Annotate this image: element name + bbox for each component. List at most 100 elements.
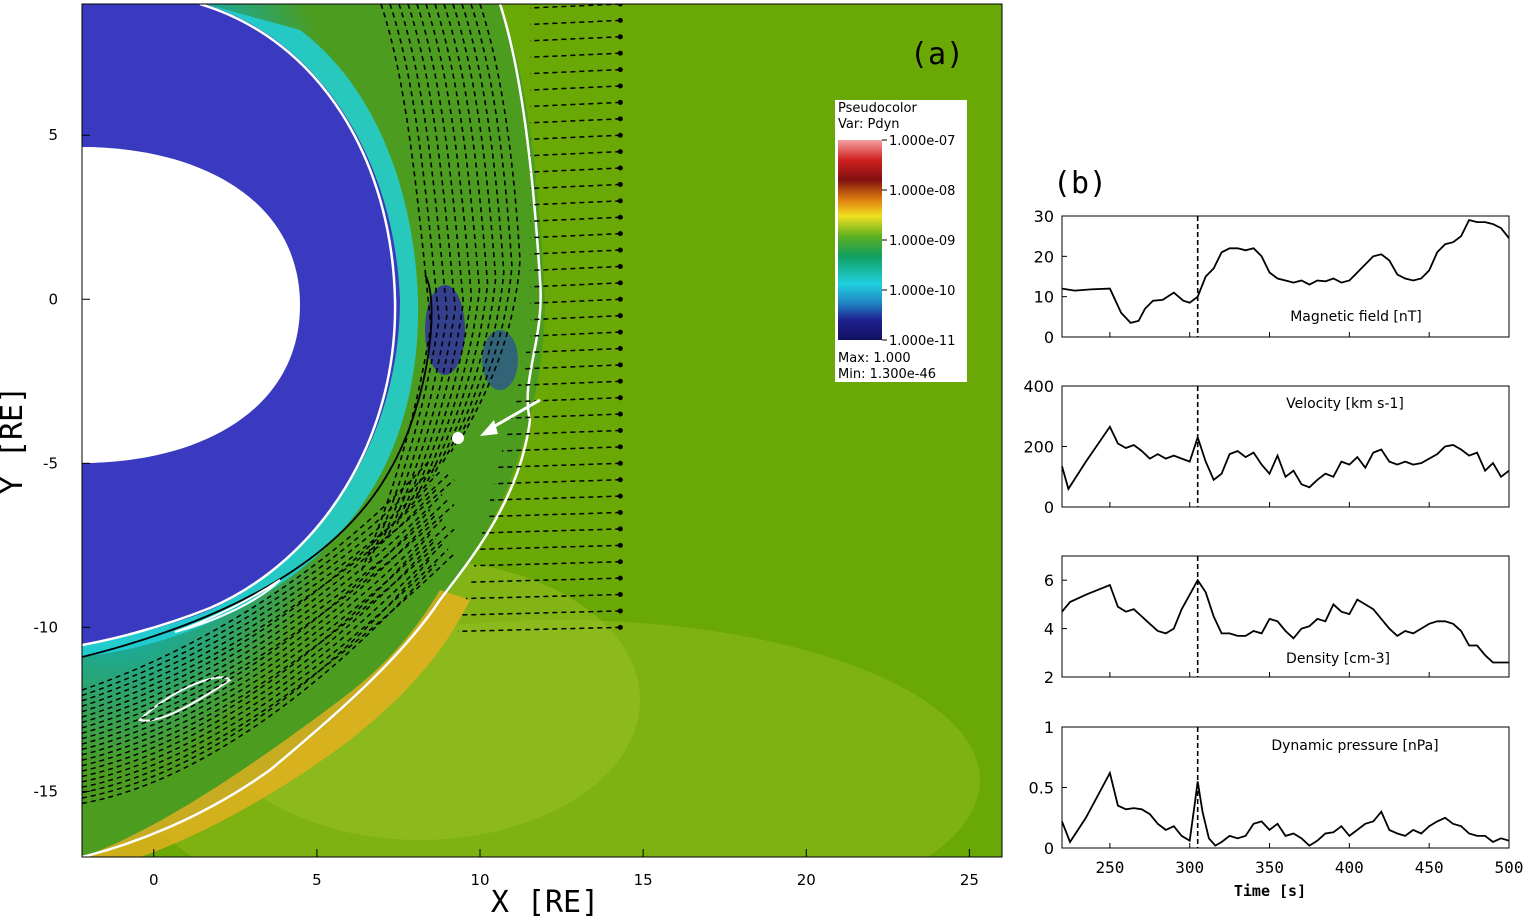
high-pdyn-band: [82, 590, 470, 857]
subplot-title: Velocity [km s-1]: [1286, 396, 1404, 412]
seed-point: [617, 460, 623, 466]
x-tick-label: 400: [1335, 858, 1364, 877]
streamline: [529, 200, 621, 206]
x-tick-label: 15: [634, 871, 653, 889]
streamline: [529, 216, 621, 222]
x-tick-label: 5: [312, 871, 322, 889]
y-tick-label: 10: [1034, 288, 1054, 307]
seed-point: [617, 575, 623, 581]
magnetopause-contour: [82, 4, 397, 647]
streamline: [493, 478, 621, 485]
streamline: [529, 68, 621, 75]
streamlines: [82, 4, 621, 805]
x-tick-label: 20: [797, 871, 816, 889]
y-tick-label: 30: [1034, 207, 1054, 226]
seed-point: [617, 247, 623, 253]
subplot-2: 0 200 400 Velocity [km s-1]: [1023, 377, 1510, 517]
x-tick-label: 250: [1095, 858, 1124, 877]
x-tick-label: 10: [470, 871, 489, 889]
y-tick-label: 5: [48, 126, 58, 144]
series-line: [1061, 218, 1510, 324]
inner-boundary-disk: [82, 147, 300, 463]
streamline: [529, 36, 621, 42]
seed-point: [617, 411, 623, 417]
x-tick-label: 350: [1255, 858, 1284, 877]
streamline: [423, 4, 489, 489]
seed-point: [617, 624, 623, 630]
streamline: [82, 518, 443, 756]
streamline: [360, 4, 432, 573]
seed-point: [617, 329, 623, 335]
streamline: [521, 364, 621, 370]
streamline: [457, 626, 621, 633]
y-tick-label: 0: [1044, 328, 1054, 347]
streamline: [529, 249, 621, 255]
panel-a-label: (a): [910, 37, 964, 72]
y-tick-label: 0: [48, 290, 58, 308]
y-tick-label: 1: [1044, 718, 1054, 737]
subplot-frame: [1061, 726, 1510, 849]
streamline: [529, 85, 621, 91]
streamline: [529, 314, 621, 321]
seed-point: [617, 132, 623, 138]
colorbar-labels: 1.000e-07 1.000e-08 1.000e-09 1.000e-10 1.00…: [882, 134, 955, 349]
streamline: [82, 513, 437, 751]
streamline: [441, 4, 505, 465]
panel-a-frame: [81, 3, 1003, 858]
streamline: [432, 4, 497, 477]
seed-point: [617, 493, 623, 499]
seed-point: [617, 345, 623, 351]
y-tick-label: 0.5: [1029, 779, 1054, 798]
subplot-3: 2 4 6 Density [cm-3]: [1044, 555, 1510, 687]
streamline: [529, 4, 621, 9]
seed-point: [617, 34, 623, 40]
colorbar-tick-label: 1.000e-08: [889, 184, 955, 199]
streamline: [465, 593, 621, 600]
streamline: [82, 538, 437, 778]
streamline: [414, 4, 481, 501]
seed-point: [617, 477, 623, 483]
streamline: [82, 459, 431, 691]
streamline: [529, 150, 621, 157]
bow-shock-contour: [82, 4, 542, 857]
x-tick-label: 500: [1495, 858, 1524, 877]
seed-point: [617, 280, 623, 286]
panel-a-xlabel: X [RE]: [491, 885, 599, 918]
streamline: [82, 464, 437, 697]
subplot-1: 0 10 20 30 Magnetic field [nT]: [1034, 207, 1510, 347]
panel-b-x-tick-labels: 250 300 350 400 450 500: [1095, 858, 1523, 877]
y-tick-label: 6: [1044, 571, 1054, 590]
y-tick-label: 0: [1044, 839, 1054, 858]
y-tick-label: 0: [1044, 498, 1054, 517]
satellite-arrowhead: [480, 420, 498, 436]
streamline: [82, 563, 437, 805]
seed-point: [617, 83, 623, 89]
streamline: [505, 429, 621, 436]
streamline: [82, 548, 449, 788]
series-line: [1061, 425, 1510, 492]
colorbar-tick-label: 1.000e-10: [889, 284, 955, 299]
x-tick-label: 0: [149, 871, 159, 889]
seed-point: [617, 428, 623, 433]
streamline: [459, 4, 521, 441]
colorbar: [838, 140, 882, 340]
streamline: [529, 331, 621, 337]
streamline: [529, 19, 621, 26]
seed-point: [617, 231, 623, 237]
legend-title: Pseudocolor: [838, 101, 917, 116]
streamline: [517, 380, 621, 387]
panel-a-y-ticks: 5 0 -5 -10 -15: [34, 126, 90, 800]
x-tick-label: 300: [1175, 858, 1204, 877]
seed-point: [617, 214, 623, 220]
panel-b-label: (b): [1053, 166, 1107, 201]
legend-var: Var: Pdyn: [838, 117, 900, 132]
y-tick-label: 200: [1023, 438, 1054, 457]
streamline: [396, 4, 465, 525]
streamline: [529, 134, 621, 140]
streamline: [369, 4, 440, 561]
seed-point: [617, 116, 623, 122]
streamline: [82, 474, 449, 707]
streamline: [82, 558, 431, 799]
